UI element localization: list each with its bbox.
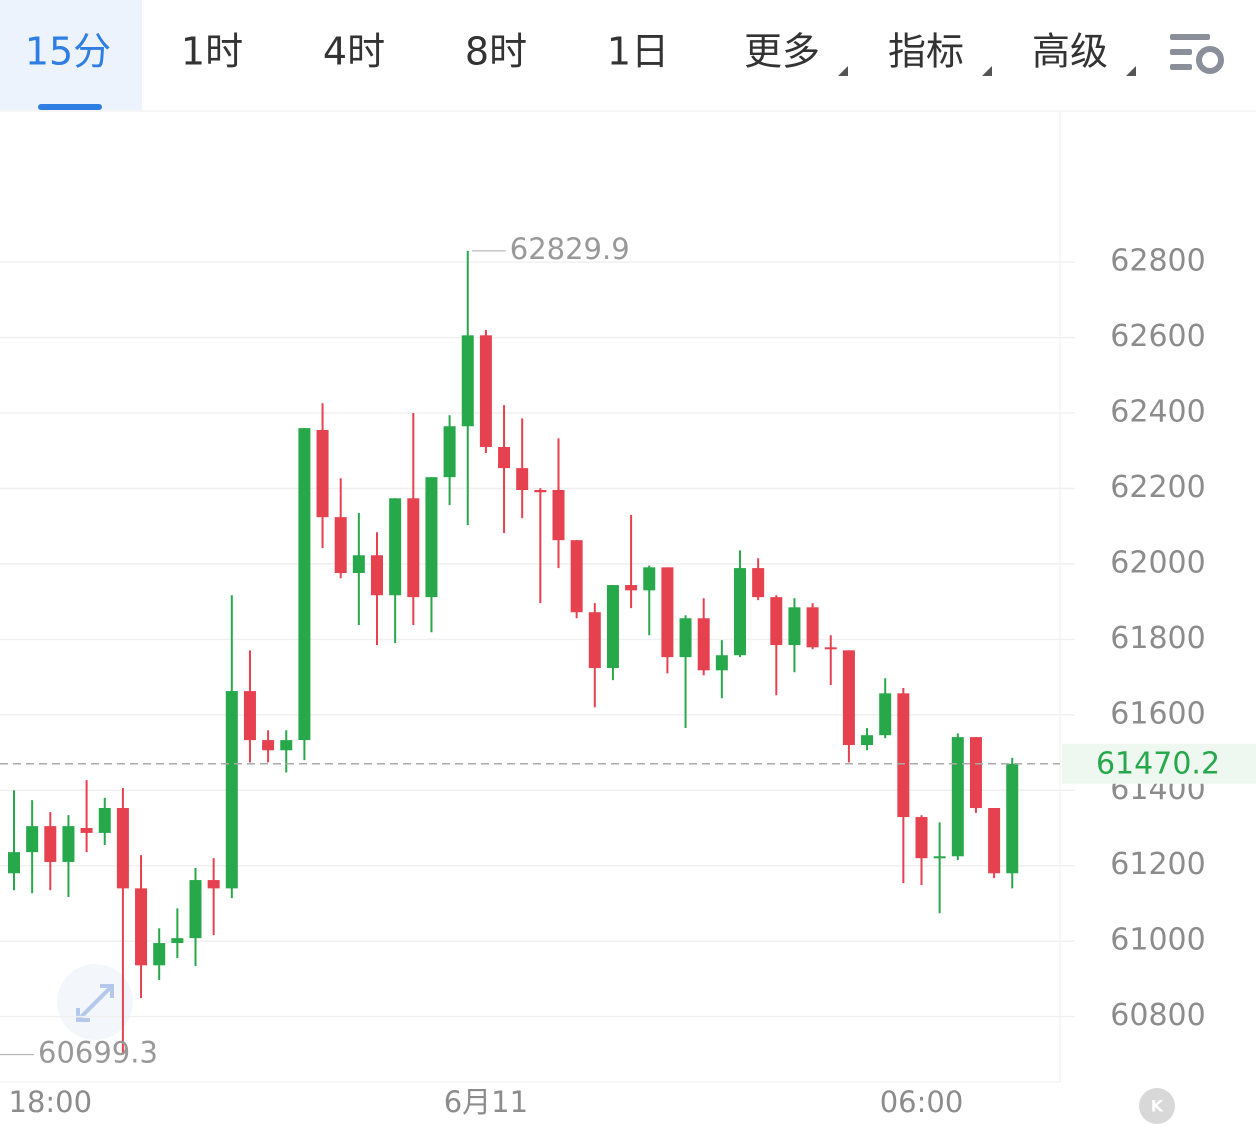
dropdown-arrow xyxy=(838,66,848,76)
icon-bar xyxy=(1170,64,1192,70)
candle-body xyxy=(407,498,420,598)
candle-body xyxy=(371,555,383,596)
candle-body xyxy=(207,880,220,889)
candle-body xyxy=(879,693,892,736)
candle-body xyxy=(643,567,656,591)
candle-body xyxy=(933,856,946,859)
candle-body xyxy=(661,567,674,658)
candle-body xyxy=(752,568,765,598)
candle-body xyxy=(498,446,511,469)
x-tick-label: 6月11 xyxy=(444,1085,528,1119)
candle-body xyxy=(806,607,819,648)
candle-body xyxy=(570,540,583,613)
candle-body xyxy=(389,498,402,596)
y-tick-label: 61000 xyxy=(1110,923,1205,958)
candle-body xyxy=(988,808,1001,874)
last-price-box xyxy=(1062,743,1256,784)
x-tick-label: 18:00 xyxy=(9,1085,93,1119)
tab[interactable]: 指标 xyxy=(888,30,964,74)
scroll-latest-icon: K xyxy=(1151,1097,1164,1116)
settings-icon[interactable] xyxy=(1170,34,1224,74)
scroll-latest-button[interactable] xyxy=(1139,1088,1175,1124)
max-label: 62829.9 xyxy=(510,232,630,266)
candle-body xyxy=(316,430,329,518)
candle-body xyxy=(606,585,619,669)
y-tick-label: 62000 xyxy=(1110,545,1205,580)
candle-body xyxy=(897,693,910,818)
candle-body xyxy=(461,335,474,427)
dropdown-arrow xyxy=(982,66,992,76)
candle-body xyxy=(679,618,692,658)
icon-bar xyxy=(1170,49,1192,55)
candle-body xyxy=(588,612,601,669)
y-tick-label: 61600 xyxy=(1110,696,1205,731)
candle-body xyxy=(8,852,20,874)
y-tick-label: 62800 xyxy=(1110,244,1205,279)
tab[interactable]: 高级 xyxy=(1032,30,1108,74)
candle-body xyxy=(842,650,855,746)
candle-body xyxy=(135,888,148,966)
candle-body xyxy=(861,735,874,746)
dropdown-arrow xyxy=(1126,66,1136,76)
icon-gear xyxy=(1196,46,1224,74)
candle-body xyxy=(951,737,964,857)
tab[interactable]: 4时 xyxy=(323,30,385,74)
candle-body xyxy=(534,489,547,493)
fullscreen-icon xyxy=(76,984,114,1022)
candle-body xyxy=(770,597,783,646)
y-tick-label: 61800 xyxy=(1110,621,1205,656)
candle-body xyxy=(734,568,746,656)
candle-body xyxy=(243,691,256,741)
candle-body xyxy=(625,585,638,591)
tab[interactable]: 1日 xyxy=(607,30,669,74)
active-tab-underline xyxy=(38,104,102,110)
candle-body xyxy=(189,880,202,939)
y-tick-label: 60800 xyxy=(1110,998,1205,1033)
candle-body xyxy=(98,808,111,833)
min-label: 60699.3 xyxy=(38,1036,158,1070)
tab[interactable]: 1时 xyxy=(181,30,243,74)
active-tab-bg xyxy=(0,0,142,110)
candle-body xyxy=(915,817,928,859)
candle-body xyxy=(44,826,57,862)
candle-body xyxy=(171,938,184,944)
candle-body xyxy=(425,477,438,598)
candle-body xyxy=(298,428,311,741)
tab[interactable]: 更多 xyxy=(744,30,820,74)
y-tick-label: 62400 xyxy=(1110,395,1205,430)
candle-body xyxy=(969,737,982,809)
candle-body xyxy=(26,826,39,853)
candle-body xyxy=(62,826,75,862)
candle-body xyxy=(1006,763,1019,874)
candle-body xyxy=(280,740,293,751)
candle-body xyxy=(116,808,129,889)
y-tick-label: 61200 xyxy=(1110,847,1205,882)
candle-body xyxy=(824,647,837,650)
candle-body xyxy=(715,655,728,671)
candle-body xyxy=(80,828,93,833)
y-tick-label: 62200 xyxy=(1110,470,1205,505)
x-tick-label: 06:00 xyxy=(880,1085,964,1119)
candle-body xyxy=(262,740,275,751)
tab[interactable]: 8时 xyxy=(465,30,527,74)
icon-bar xyxy=(1170,34,1210,40)
candle-body xyxy=(334,517,347,573)
tab[interactable]: 15分 xyxy=(25,30,111,74)
candle-body xyxy=(153,943,166,966)
candle-body xyxy=(788,607,801,646)
candle-body xyxy=(516,468,529,490)
candle-body xyxy=(352,555,365,573)
candle-body xyxy=(479,335,492,447)
last-price-label: 61470.2 xyxy=(1096,746,1220,781)
candle-body xyxy=(443,426,456,478)
candle-body xyxy=(552,489,565,541)
y-tick-label: 62600 xyxy=(1110,319,1205,354)
candle-body xyxy=(225,691,238,889)
candle-body xyxy=(697,618,710,671)
